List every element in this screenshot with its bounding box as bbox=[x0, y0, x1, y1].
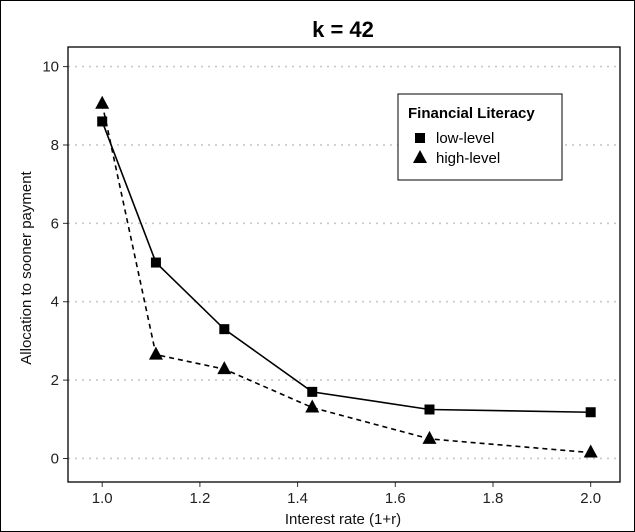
y-axis-ticks: 0 2 4 6 8 10 bbox=[42, 59, 68, 467]
x-tick-label: 1.6 bbox=[385, 490, 406, 507]
grid-lines bbox=[68, 65, 620, 460]
data-point-low-level bbox=[219, 324, 230, 335]
series-low-level bbox=[97, 116, 596, 418]
series-line-low-level bbox=[101, 121, 591, 414]
data-point-low-level bbox=[97, 116, 108, 127]
y-tick-label: 8 bbox=[51, 137, 59, 154]
data-series bbox=[95, 95, 598, 458]
data-point-high-level bbox=[148, 346, 163, 360]
legend-label: high-level bbox=[436, 150, 500, 167]
x-tick-label: 1.0 bbox=[92, 490, 113, 507]
legend: Financial Literacy low-level high-level bbox=[397, 93, 563, 181]
data-point-low-level bbox=[585, 407, 596, 418]
legend-marker-triangle bbox=[413, 149, 427, 163]
legend-item-low-level: low-level bbox=[415, 130, 494, 147]
legend-box bbox=[397, 93, 563, 181]
x-tick-label: 1.8 bbox=[483, 490, 504, 507]
data-point-high-level bbox=[422, 430, 437, 444]
data-point-low-level bbox=[307, 386, 318, 397]
legend-items: low-level high-level bbox=[413, 130, 500, 167]
data-point-low-level bbox=[424, 404, 435, 415]
x-tick-label: 1.4 bbox=[287, 490, 308, 507]
legend-item-high-level: high-level bbox=[413, 149, 500, 167]
y-tick-label: 2 bbox=[51, 372, 59, 389]
data-point-high-level bbox=[217, 361, 232, 375]
y-tick-label: 10 bbox=[42, 59, 59, 76]
x-axis-title: Interest rate (1+r) bbox=[285, 511, 401, 528]
data-point-high-level bbox=[583, 444, 598, 458]
data-point-low-level bbox=[150, 257, 161, 268]
legend-title: Financial Literacy bbox=[408, 105, 535, 122]
legend-marker-square bbox=[415, 133, 425, 143]
x-tick-label: 2.0 bbox=[580, 490, 601, 507]
y-tick-label: 6 bbox=[51, 215, 59, 232]
chart-title: k = 42 bbox=[312, 17, 374, 42]
series-line-high-level bbox=[101, 103, 591, 454]
x-tick-label: 1.2 bbox=[189, 490, 210, 507]
y-tick-label: 4 bbox=[51, 294, 59, 311]
plot-area-border bbox=[67, 46, 621, 483]
legend-label: low-level bbox=[436, 130, 494, 147]
series-high-level bbox=[95, 95, 598, 458]
data-point-high-level bbox=[95, 95, 110, 109]
x-axis-ticks: 1.0 1.2 1.4 1.6 1.8 2.0 bbox=[92, 482, 601, 507]
y-axis-title: Allocation to sooner payment bbox=[18, 170, 35, 364]
y-tick-label: 0 bbox=[51, 450, 59, 467]
data-point-high-level bbox=[305, 399, 320, 413]
